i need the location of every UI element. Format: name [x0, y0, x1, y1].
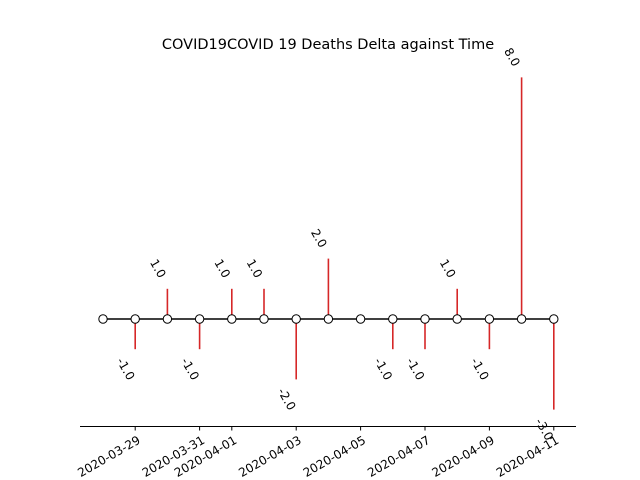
data-label: -1.0 — [114, 355, 138, 382]
x-tick-label: 2020-04-11 — [494, 433, 561, 480]
stem-marker — [516, 314, 527, 324]
stem-marker — [484, 314, 495, 324]
x-tick-label: 2020-03-29 — [75, 433, 142, 480]
stem-marker — [98, 314, 108, 324]
data-label: 1.0 — [211, 257, 233, 281]
stem-marker — [130, 314, 140, 324]
data-label: -1.0 — [468, 355, 492, 382]
data-label: 1.0 — [244, 257, 266, 281]
stem-marker — [323, 314, 334, 324]
stem-marker — [388, 314, 398, 324]
data-label: 1.0 — [147, 257, 169, 281]
stem-marker — [162, 314, 173, 324]
data-label: 1.0 — [437, 257, 459, 281]
x-tick-label: 2020-04-09 — [429, 433, 496, 480]
data-label: -2.0 — [275, 386, 299, 413]
data-label: -1.0 — [371, 355, 395, 382]
stem-marker — [259, 314, 269, 324]
x-tick-label: 2020-04-05 — [301, 433, 368, 480]
x-tick-label: 2020-04-03 — [236, 433, 303, 480]
stem-marker — [291, 314, 301, 324]
stem-marker — [194, 314, 205, 324]
stem-marker — [227, 314, 237, 324]
stem-marker — [420, 314, 430, 324]
data-label: 2.0 — [308, 227, 330, 251]
data-label: -1.0 — [178, 355, 202, 382]
x-tick-label: 2020-04-07 — [365, 433, 432, 480]
chart-title: COVID19COVID 19 Deaths Delta against Tim… — [162, 37, 494, 53]
stem-marker — [452, 314, 462, 324]
data-label: 8.0 — [501, 45, 523, 69]
stem-marker — [549, 314, 559, 324]
stem-marker — [355, 314, 366, 324]
data-label: -1.0 — [404, 355, 428, 382]
